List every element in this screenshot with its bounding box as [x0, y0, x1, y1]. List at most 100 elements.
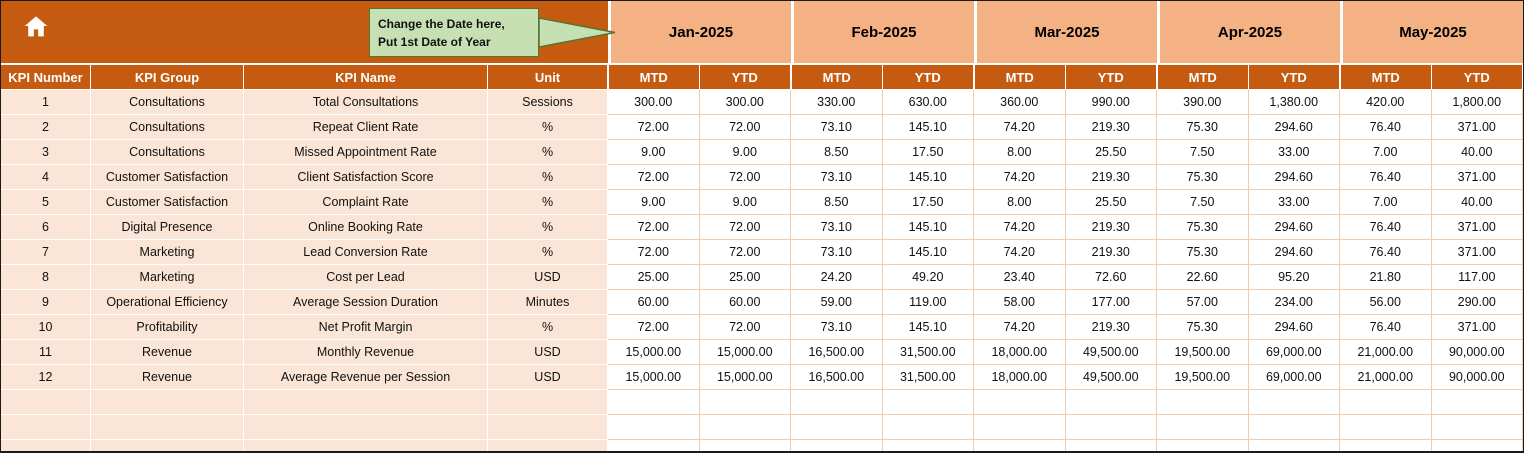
- kpi-number-cell[interactable]: 9: [1, 290, 91, 315]
- empty-value-cell[interactable]: [699, 390, 791, 415]
- empty-label-cell[interactable]: [1, 415, 91, 440]
- empty-value-cell[interactable]: [1157, 440, 1249, 451]
- kpi-group-cell[interactable]: Customer Satisfaction: [91, 165, 244, 190]
- kpi-unit-cell[interactable]: Sessions: [488, 90, 608, 115]
- home-button[interactable]: [19, 11, 53, 41]
- month-cell[interactable]: Jan-2025: [608, 1, 791, 63]
- kpi-unit-cell[interactable]: USD: [488, 340, 608, 365]
- value-cell[interactable]: 76.40: [1340, 315, 1432, 340]
- value-cell[interactable]: 75.30: [1157, 165, 1249, 190]
- value-cell[interactable]: 73.10: [791, 240, 883, 265]
- empty-label-cell[interactable]: [488, 415, 608, 440]
- value-cell[interactable]: 219.30: [1065, 165, 1157, 190]
- empty-value-cell[interactable]: [1065, 415, 1157, 440]
- kpi-group-cell[interactable]: Consultations: [91, 90, 244, 115]
- kpi-unit-cell[interactable]: %: [488, 215, 608, 240]
- kpi-group-cell[interactable]: Consultations: [91, 115, 244, 140]
- value-cell[interactable]: 145.10: [882, 240, 974, 265]
- value-cell[interactable]: 177.00: [1065, 290, 1157, 315]
- value-cell[interactable]: 49.20: [882, 265, 974, 290]
- value-cell[interactable]: 294.60: [1248, 115, 1340, 140]
- value-cell[interactable]: 7.50: [1157, 140, 1249, 165]
- value-cell[interactable]: 72.00: [608, 165, 700, 190]
- value-cell[interactable]: 40.00: [1431, 190, 1523, 215]
- value-cell[interactable]: 25.50: [1065, 190, 1157, 215]
- kpi-group-cell[interactable]: Marketing: [91, 240, 244, 265]
- kpi-name-cell[interactable]: Missed Appointment Rate: [244, 140, 488, 165]
- value-cell[interactable]: 420.00: [1340, 90, 1432, 115]
- kpi-unit-cell[interactable]: Minutes: [488, 290, 608, 315]
- value-cell[interactable]: 72.00: [608, 240, 700, 265]
- value-cell[interactable]: 74.20: [974, 240, 1066, 265]
- kpi-unit-cell[interactable]: USD: [488, 365, 608, 390]
- value-cell[interactable]: 8.50: [791, 140, 883, 165]
- value-cell[interactable]: 7.00: [1340, 190, 1432, 215]
- value-cell[interactable]: 294.60: [1248, 240, 1340, 265]
- value-cell[interactable]: 371.00: [1431, 165, 1523, 190]
- value-cell[interactable]: 75.30: [1157, 115, 1249, 140]
- kpi-name-cell[interactable]: Client Satisfaction Score: [244, 165, 488, 190]
- value-cell[interactable]: 15,000.00: [608, 340, 700, 365]
- empty-label-cell[interactable]: [1, 390, 91, 415]
- month-cell[interactable]: May-2025: [1340, 1, 1523, 63]
- empty-value-cell[interactable]: [974, 390, 1066, 415]
- value-cell[interactable]: 19,500.00: [1157, 340, 1249, 365]
- kpi-group-cell[interactable]: Consultations: [91, 140, 244, 165]
- value-cell[interactable]: 219.30: [1065, 215, 1157, 240]
- kpi-name-cell[interactable]: Total Consultations: [244, 90, 488, 115]
- value-cell[interactable]: 9.00: [699, 190, 791, 215]
- empty-value-cell[interactable]: [1157, 415, 1249, 440]
- kpi-number-cell[interactable]: 4: [1, 165, 91, 190]
- value-cell[interactable]: 40.00: [1431, 140, 1523, 165]
- value-cell[interactable]: 56.00: [1340, 290, 1432, 315]
- kpi-name-cell[interactable]: Monthly Revenue: [244, 340, 488, 365]
- value-cell[interactable]: 72.00: [608, 215, 700, 240]
- value-cell[interactable]: 7.00: [1340, 140, 1432, 165]
- kpi-unit-cell[interactable]: %: [488, 115, 608, 140]
- empty-label-cell[interactable]: [244, 415, 488, 440]
- value-cell[interactable]: 25.00: [608, 265, 700, 290]
- empty-value-cell[interactable]: [974, 415, 1066, 440]
- kpi-number-cell[interactable]: 1: [1, 90, 91, 115]
- month-cell[interactable]: Feb-2025: [791, 1, 974, 63]
- empty-value-cell[interactable]: [1340, 390, 1432, 415]
- value-cell[interactable]: 19,500.00: [1157, 365, 1249, 390]
- value-cell[interactable]: 23.40: [974, 265, 1066, 290]
- value-cell[interactable]: 630.00: [882, 90, 974, 115]
- value-cell[interactable]: 294.60: [1248, 165, 1340, 190]
- value-cell[interactable]: 59.00: [791, 290, 883, 315]
- value-cell[interactable]: 69,000.00: [1248, 365, 1340, 390]
- value-cell[interactable]: 371.00: [1431, 215, 1523, 240]
- kpi-name-cell[interactable]: Cost per Lead: [244, 265, 488, 290]
- value-cell[interactable]: 371.00: [1431, 240, 1523, 265]
- value-cell[interactable]: 390.00: [1157, 90, 1249, 115]
- value-cell[interactable]: 371.00: [1431, 115, 1523, 140]
- value-cell[interactable]: 15,000.00: [699, 365, 791, 390]
- kpi-name-cell[interactable]: Complaint Rate: [244, 190, 488, 215]
- value-cell[interactable]: 8.00: [974, 140, 1066, 165]
- empty-value-cell[interactable]: [1248, 415, 1340, 440]
- month-cell[interactable]: Apr-2025: [1157, 1, 1340, 63]
- value-cell[interactable]: 33.00: [1248, 140, 1340, 165]
- empty-label-cell[interactable]: [91, 440, 244, 451]
- value-cell[interactable]: 95.20: [1248, 265, 1340, 290]
- empty-value-cell[interactable]: [882, 440, 974, 451]
- kpi-group-cell[interactable]: Revenue: [91, 365, 244, 390]
- value-cell[interactable]: 1,380.00: [1248, 90, 1340, 115]
- empty-value-cell[interactable]: [1340, 415, 1432, 440]
- kpi-name-cell[interactable]: Lead Conversion Rate: [244, 240, 488, 265]
- empty-value-cell[interactable]: [1157, 390, 1249, 415]
- kpi-number-cell[interactable]: 11: [1, 340, 91, 365]
- kpi-number-cell[interactable]: 7: [1, 240, 91, 265]
- empty-value-cell[interactable]: [699, 440, 791, 451]
- empty-value-cell[interactable]: [608, 440, 700, 451]
- value-cell[interactable]: 8.50: [791, 190, 883, 215]
- value-cell[interactable]: 72.00: [608, 315, 700, 340]
- value-cell[interactable]: 145.10: [882, 315, 974, 340]
- value-cell[interactable]: 90,000.00: [1431, 365, 1523, 390]
- kpi-name-cell[interactable]: Average Revenue per Session: [244, 365, 488, 390]
- value-cell[interactable]: 9.00: [699, 140, 791, 165]
- kpi-name-cell[interactable]: Net Profit Margin: [244, 315, 488, 340]
- value-cell[interactable]: 73.10: [791, 115, 883, 140]
- value-cell[interactable]: 21,000.00: [1340, 340, 1432, 365]
